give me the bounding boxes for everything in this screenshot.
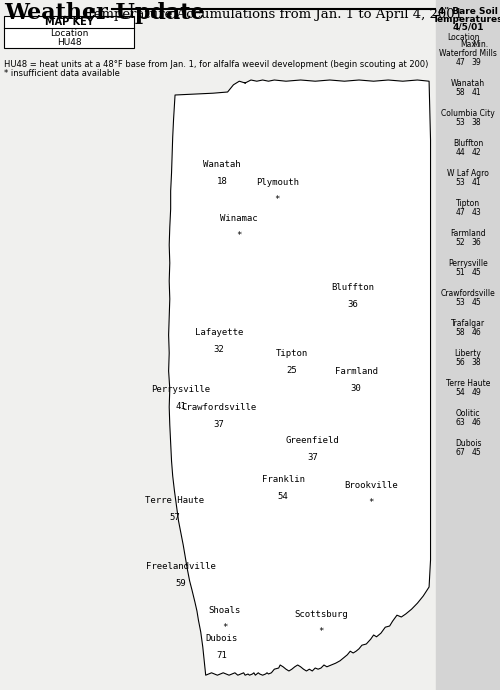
Text: Oolitic: Oolitic [456,409,480,418]
Text: Franklin: Franklin [262,475,304,484]
Text: 53: 53 [455,298,465,307]
Text: Scottsburg: Scottsburg [294,610,348,619]
Text: Location: Location [448,33,480,42]
Text: Lafayette: Lafayette [194,328,243,337]
Text: 53: 53 [455,178,465,187]
Text: 52: 52 [455,238,465,247]
Text: Max.: Max. [460,40,478,49]
Text: Terre Haute: Terre Haute [446,379,490,388]
Text: Waterford Mills: Waterford Mills [439,49,497,58]
Text: 41: 41 [176,402,186,411]
Text: 46: 46 [471,328,481,337]
Text: 46: 46 [471,418,481,427]
Text: *: * [222,623,228,632]
Text: 4" Bare Soil: 4" Bare Soil [438,7,498,16]
Text: Freelandville: Freelandville [146,562,216,571]
Text: Tipton: Tipton [276,349,308,358]
Text: 36: 36 [348,300,358,309]
Text: Dubois: Dubois [455,439,481,448]
Text: Perrysville: Perrysville [448,259,488,268]
Text: Perrysville: Perrysville [152,385,210,394]
Text: Terre Haute: Terre Haute [146,496,204,505]
Text: 45: 45 [471,268,481,277]
Text: *: * [274,195,280,204]
Text: Farmland: Farmland [450,229,486,238]
Text: 38: 38 [471,118,481,127]
Text: Columbia City: Columbia City [441,109,495,118]
Text: 45: 45 [471,448,481,457]
Text: 54: 54 [278,492,288,501]
Text: Winamac: Winamac [220,214,258,223]
Bar [436,0,500,690]
Text: 63: 63 [455,418,465,427]
Text: Weather Update: Weather Update [4,2,204,24]
Text: HU48 = heat units at a 48°F base from Jan. 1, for alfalfa weevil development (be: HU48 = heat units at a 48°F base from Ja… [4,60,428,69]
Text: 54: 54 [455,388,465,397]
Text: 4/5/01: 4/5/01 [452,23,484,32]
Text: 44: 44 [455,148,465,157]
Text: *: * [368,498,374,507]
Text: 42: 42 [471,148,481,157]
Text: 47: 47 [455,208,465,217]
Text: 47: 47 [455,58,465,67]
Text: Dubois: Dubois [206,634,238,643]
Text: *: * [236,231,242,240]
Text: 39: 39 [471,58,481,67]
Text: Plymouth: Plymouth [256,178,298,187]
Bar [4,16,134,48]
Text: Wanatah: Wanatah [203,160,240,169]
Text: Shoals: Shoals [208,606,241,615]
Text: 71: 71 [216,651,227,660]
Text: Liberty: Liberty [454,349,481,358]
Text: 38: 38 [471,358,481,367]
Text: 56: 56 [455,358,465,367]
Text: 67: 67 [455,448,465,457]
Text: 53: 53 [455,118,465,127]
Text: Tipton: Tipton [456,199,480,208]
Text: Min.: Min. [472,40,488,49]
Text: Temperatures: Temperatures [433,15,500,24]
Text: Farmland: Farmland [334,367,378,376]
Text: Crawfordsville: Crawfordsville [440,289,496,298]
Text: 59: 59 [176,579,186,588]
Text: Temperature Accumulations from Jan. 1 to April 4, 2001: Temperature Accumulations from Jan. 1 to… [86,8,464,21]
Text: MAP KEY: MAP KEY [44,17,94,27]
Text: 49: 49 [471,388,481,397]
Text: W Laf Agro: W Laf Agro [447,169,489,178]
Text: 41: 41 [471,178,481,187]
Text: 57: 57 [170,513,180,522]
Text: 41: 41 [471,88,481,97]
Text: 45: 45 [471,298,481,307]
Text: 37: 37 [307,453,318,462]
Text: 51: 51 [455,268,465,277]
Text: 25: 25 [286,366,297,375]
Text: 36: 36 [471,238,481,247]
Text: 32: 32 [214,345,224,354]
Text: Bluffton: Bluffton [332,283,374,292]
Text: *: * [318,627,324,636]
Text: Trafalgar: Trafalgar [451,319,485,328]
Text: Bluffton: Bluffton [453,139,483,148]
Text: Greenfield: Greenfield [286,436,339,445]
Text: 30: 30 [350,384,362,393]
Text: 58: 58 [455,88,465,97]
Text: 37: 37 [214,420,224,429]
Text: 43: 43 [471,208,481,217]
Text: Location: Location [50,29,88,38]
Text: Brookville: Brookville [344,481,398,490]
Text: * insufficient data available: * insufficient data available [4,69,120,78]
Text: Crawfordsville: Crawfordsville [181,403,256,412]
Text: Wanatah: Wanatah [451,79,485,88]
Text: 18: 18 [216,177,227,186]
Text: 58: 58 [455,328,465,337]
Text: HU48: HU48 [56,38,82,47]
Polygon shape [168,80,430,676]
